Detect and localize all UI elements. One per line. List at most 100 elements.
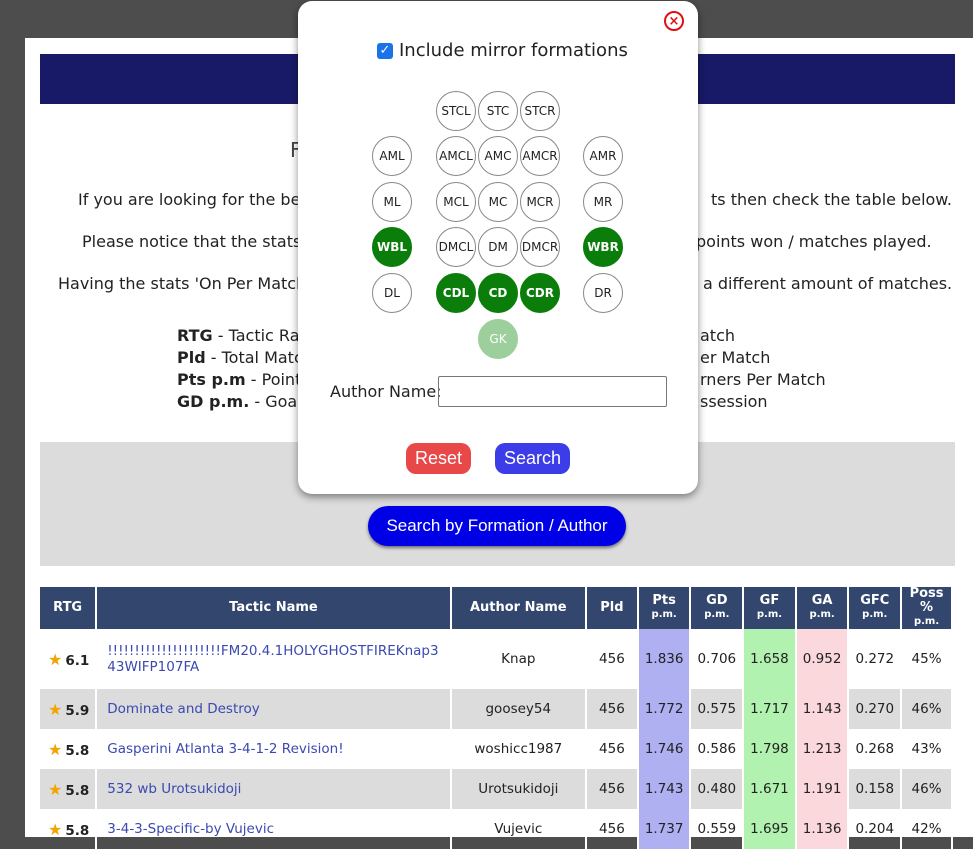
column-header-label: GD [706,593,728,608]
star-icon: ★ [48,739,63,759]
column-header-label: Author Name [469,600,567,615]
column-header-sub: p.m. [862,609,888,620]
cell-pld: 456 [586,729,639,769]
intro-line-3-right: a different amount of matches. [703,274,953,293]
legend-abbr: RTG [177,326,213,345]
cell-gfc: 0.270 [848,689,903,729]
cell-name[interactable]: 532 wb Urotsukidoji [96,769,452,809]
column-header[interactable]: GFC p.m. [848,587,903,629]
cell-author: Knap [450,629,588,689]
position-dl-button[interactable]: DL [372,273,412,313]
position-wbr-button[interactable]: WBR [583,227,623,267]
legend-right-1: atch [700,326,736,345]
cell-ga: 1.191 [795,769,850,809]
cell-author: Urotsukidoji [450,769,588,809]
close-icon[interactable]: × [664,11,684,31]
star-icon: ★ [48,699,63,719]
rating-value: 5.9 [65,702,90,719]
position-amcr-button[interactable]: AMCR [520,136,560,176]
cell-ga: 1.143 [795,689,850,729]
cell-gd: 0.706 [690,629,745,689]
position-gk-button[interactable]: GK [478,319,518,359]
legend-abbr: Pld [177,348,206,367]
cell-poss: 46% [901,689,953,729]
column-header-sub: p.m. [651,609,677,620]
column-header-sub: p.m. [809,609,835,620]
position-ml-button[interactable]: ML [372,182,412,222]
mirror-checkbox[interactable]: ✓ [377,42,393,59]
position-stcr-button[interactable]: STCR [520,91,560,131]
column-header[interactable]: Poss % p.m. [901,586,953,629]
cell-name[interactable]: Gasperini Atlanta 3-4-1-2 Revision! [96,729,452,769]
cell-pts: 1.737 [637,809,692,849]
position-mr-button[interactable]: MR [583,182,623,222]
position-wbl-button[interactable]: WBL [372,227,412,267]
intro-line-2-right: points won / matches played. [696,232,932,251]
legend-pld: Pld - Total Match [177,348,313,367]
position-aml-button[interactable]: AML [372,136,412,176]
column-header-sub: p.m. [756,609,783,620]
cell-gfc: 0.272 [848,629,903,689]
column-header-label: GFC [860,593,890,608]
position-dm-button[interactable]: DM [478,227,518,267]
legend-text: - Total Match [205,348,313,367]
cell-ga: 0.952 [795,629,850,689]
column-header[interactable]: Pts p.m. [637,587,692,629]
rating-value: 5.8 [65,782,90,799]
column-header-label: Pts [652,593,676,608]
column-header-label: Pld [600,600,624,615]
table-row: ★ 5.8 3-4-3-Specific-by Vujevic Vujevic 456 1… [40,809,953,849]
cell-poss: 43% [901,729,953,769]
position-mc-button[interactable]: MC [478,182,518,222]
position-dmcl-button[interactable]: DMCL [436,227,476,267]
position-cdl-button[interactable]: CDL [436,273,476,313]
legend-abbr: Pts p.m [177,370,246,389]
cell-rtg: ★ 5.9 [40,689,98,729]
search-by-formation-button[interactable]: Search by Formation / Author [368,506,626,546]
cell-ga: 1.213 [795,729,850,769]
search-button[interactable]: Search [495,443,570,474]
column-header-label: RTG [53,600,83,615]
cell-gd: 0.559 [690,809,745,849]
author-name-input[interactable] [438,376,667,407]
cell-name[interactable]: Dominate and Destroy [96,689,452,729]
position-dmcr-button[interactable]: DMCR [520,227,560,267]
position-amc-button[interactable]: AMC [478,136,518,176]
column-header[interactable]: Author Name [450,587,588,629]
position-cdr-button[interactable]: CDR [520,273,560,313]
cell-gd: 0.480 [690,769,745,809]
reset-button[interactable]: Reset [406,443,471,474]
position-mcr-button[interactable]: MCR [520,182,560,222]
page-title-fragment: F [290,138,302,162]
column-header[interactable]: GA p.m. [795,587,850,629]
cell-ga: 1.136 [795,809,850,849]
position-cd-button[interactable]: CD [478,273,518,313]
column-header[interactable]: RTG [40,587,98,629]
column-header[interactable]: GD p.m. [690,587,745,629]
column-header[interactable]: Tactic Name [96,587,452,629]
legend-right-2: er Match [700,348,771,367]
cell-name[interactable]: !!!!!!!!!!!!!!!!!!!!!FM20.4.1HOLYGHOSTFI… [96,629,452,689]
legend-text: - Tactic Rati [212,326,311,345]
position-amcl-button[interactable]: AMCL [436,136,476,176]
position-amr-button[interactable]: AMR [583,136,623,176]
position-stc-button[interactable]: STC [478,91,518,131]
cell-gd: 0.586 [690,729,745,769]
position-dr-button[interactable]: DR [583,273,623,313]
column-header-label: Poss % [909,586,944,615]
cell-pld: 456 [586,689,639,729]
column-header[interactable]: GF p.m. [743,587,797,629]
rating-value: 6.1 [65,652,90,669]
cell-poss: 42% [901,809,953,849]
cell-gfc: 0.158 [848,769,903,809]
cell-author: woshicc1987 [450,729,588,769]
table-body: ★ 6.1 !!!!!!!!!!!!!!!!!!!!!FM20.4.1HOLYGHO… [40,629,953,849]
mirror-formations-option[interactable]: ✓ Include mirror formations [377,40,628,61]
cell-poss: 45% [901,629,953,689]
position-mcl-button[interactable]: MCL [436,182,476,222]
position-stcl-button[interactable]: STCL [436,91,476,131]
cell-gfc: 0.268 [848,729,903,769]
cell-name[interactable]: 3-4-3-Specific-by Vujevic [96,809,452,849]
cell-author: Vujevic [450,809,588,849]
column-header[interactable]: Pld [586,587,639,629]
